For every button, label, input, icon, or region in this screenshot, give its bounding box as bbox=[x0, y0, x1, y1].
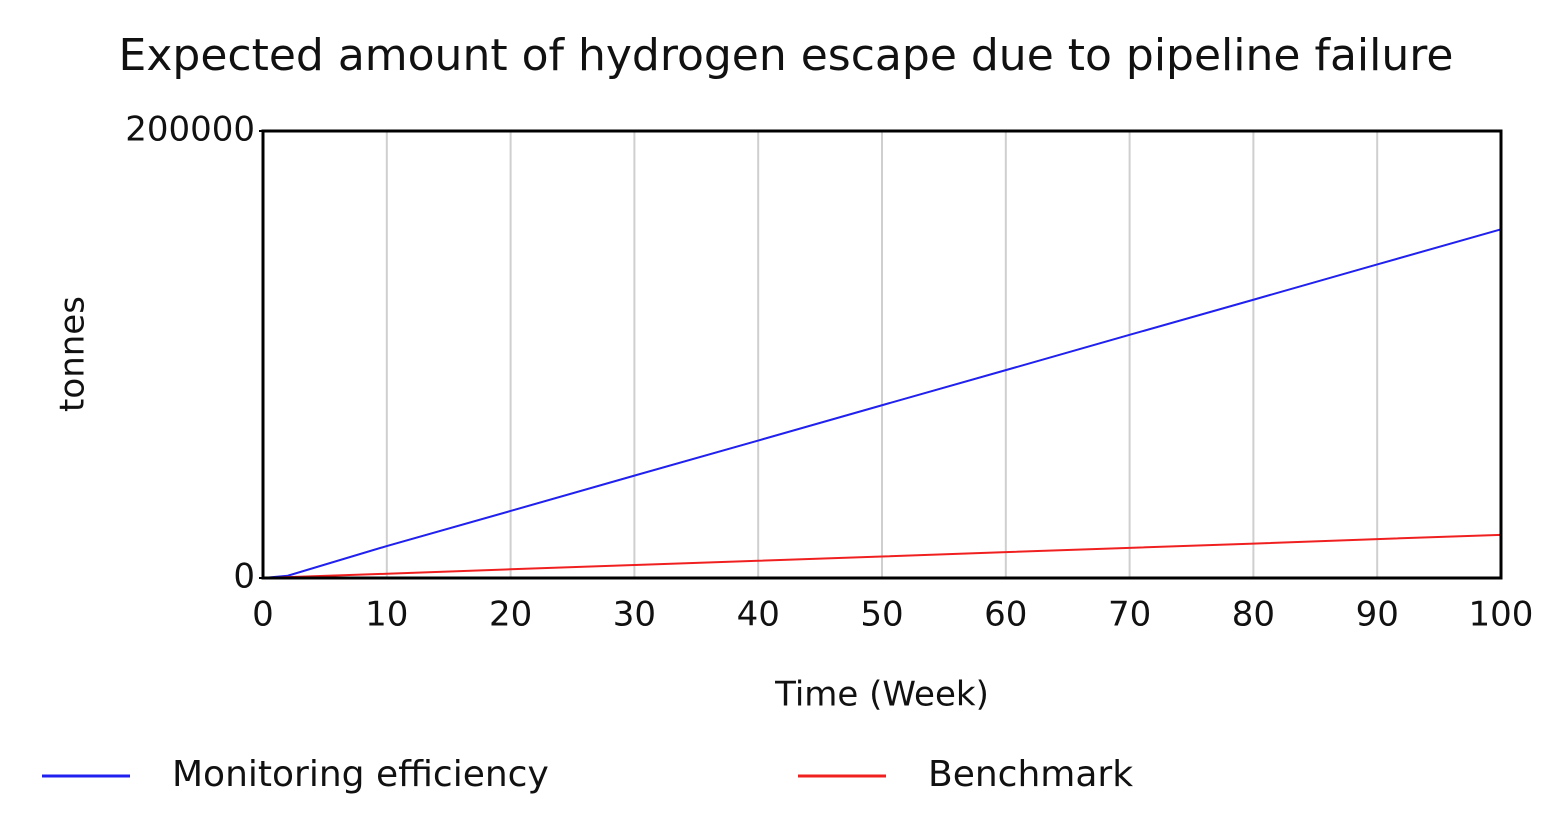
data-line bbox=[262, 533, 1502, 579]
chart-title: Expected amount of hydrogen escape due t… bbox=[119, 30, 1454, 81]
y-tick-label: 200000 bbox=[125, 110, 255, 150]
x-tick-label: 10 bbox=[365, 595, 408, 635]
x-tick-label: 40 bbox=[737, 595, 780, 635]
x-tick-label: 80 bbox=[1232, 595, 1275, 635]
x-tick-label: 30 bbox=[613, 595, 656, 635]
plot-frame bbox=[261, 129, 1503, 580]
y-tick-label: 0 bbox=[233, 557, 255, 597]
legend-label: Benchmark bbox=[928, 754, 1133, 795]
x-tick-label: 0 bbox=[252, 595, 274, 635]
legend-label: Monitoring efficiency bbox=[172, 754, 549, 795]
data-line bbox=[262, 228, 1502, 579]
x-axis-label: Time (Week) bbox=[774, 675, 989, 715]
x-tick-label: 70 bbox=[1108, 595, 1151, 635]
x-tick-label: 50 bbox=[860, 595, 903, 635]
y-axis-label: tonnes bbox=[53, 296, 93, 412]
x-tick-label: 60 bbox=[984, 595, 1027, 635]
x-tick-label: 20 bbox=[489, 595, 532, 635]
x-tick-label: 100 bbox=[1469, 595, 1534, 635]
x-tick-label: 90 bbox=[1356, 595, 1399, 635]
